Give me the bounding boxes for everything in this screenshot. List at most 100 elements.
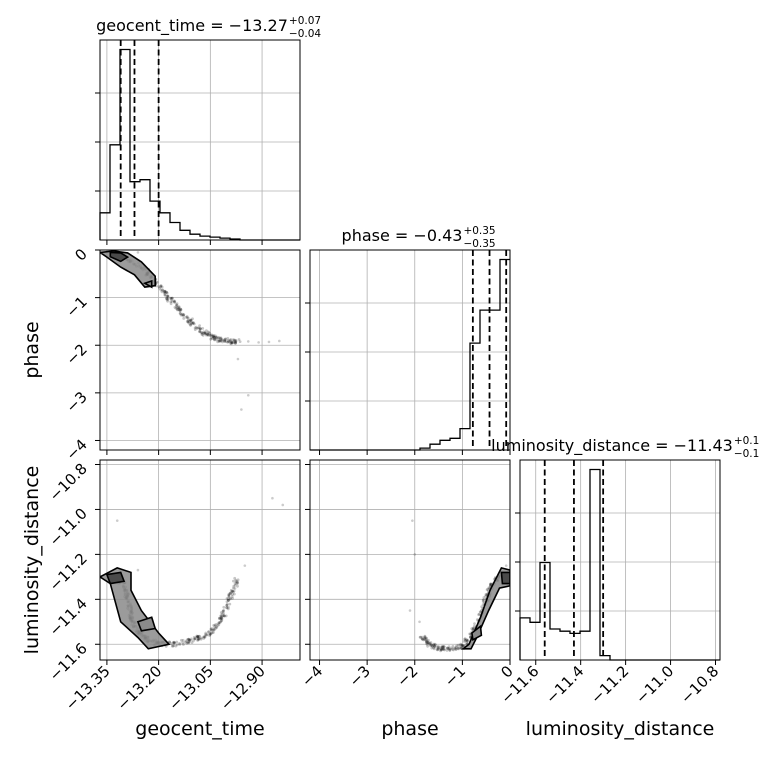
contour-fill-inner: [501, 572, 510, 584]
y-tick-label: 0: [71, 245, 90, 264]
sample-point: [162, 291, 166, 295]
sample-point: [179, 313, 183, 317]
sample-point: [226, 339, 230, 342]
sample-point: [198, 330, 202, 334]
sample-point: [212, 335, 216, 339]
sample-point: [193, 637, 197, 641]
sample-point: [418, 635, 422, 639]
contour-line-outer: [460, 566, 510, 650]
sample-point: [440, 648, 443, 652]
sample-point: [461, 644, 464, 647]
sample-point: [229, 596, 232, 600]
sample-point: [238, 340, 242, 343]
sample-point: [212, 624, 216, 627]
title-upper-geocent_time: +0.07: [289, 15, 321, 27]
sample-point: [191, 317, 194, 321]
sample-point: [189, 319, 193, 323]
sample-point: [197, 637, 201, 641]
sample-point: [471, 628, 475, 631]
sample-point: [187, 641, 191, 644]
sample-point: [257, 341, 260, 344]
sample-point: [203, 331, 206, 335]
sample-point: [212, 335, 216, 339]
sample-point: [163, 289, 167, 293]
contour-fill-inner: [106, 572, 125, 584]
sample-point: [189, 319, 192, 322]
sample-point: [454, 648, 458, 651]
sample-point: [234, 339, 238, 343]
sample-point: [169, 642, 173, 645]
sample-point: [186, 316, 190, 320]
sample-point: [206, 334, 210, 337]
sample-point: [200, 331, 204, 334]
sample-point: [220, 612, 224, 616]
sample-point: [425, 642, 429, 646]
y-tick-label: −11.0: [46, 505, 91, 550]
sample-point: [186, 638, 189, 641]
sample-point: [425, 639, 429, 643]
sample-point: [188, 638, 192, 642]
sample-point: [187, 321, 191, 325]
sample-point: [159, 288, 163, 292]
sample-point: [195, 635, 199, 639]
sample-point: [214, 334, 217, 338]
sample-point: [230, 341, 234, 344]
sample-point: [222, 609, 226, 612]
sample-point: [219, 337, 223, 341]
sample-point: [216, 340, 220, 344]
sample-point: [460, 643, 463, 647]
sample-point: [210, 628, 214, 632]
sample-point: [439, 648, 443, 651]
x-tick-label: −11.4: [542, 662, 587, 707]
x-tick-label: −13.05: [165, 662, 217, 714]
sample-point: [186, 316, 189, 319]
sample-point: [180, 313, 184, 317]
sample-point: [181, 641, 185, 645]
sample-point: [237, 338, 241, 341]
panel-frame: [99, 459, 301, 661]
sample-point: [199, 327, 202, 331]
sample-point: [234, 341, 237, 345]
sample-point: [432, 647, 436, 651]
sample-point: [227, 594, 231, 598]
sample-point: [190, 641, 194, 644]
sample-point: [192, 635, 196, 639]
sample-point: [200, 333, 204, 336]
sample-point: [425, 636, 429, 640]
sample-point: [203, 634, 207, 638]
sample-point: [166, 297, 170, 300]
sample-point: [209, 632, 213, 636]
sample-point: [236, 580, 240, 584]
sample-point: [471, 626, 475, 630]
sample-point: [246, 393, 250, 397]
sample-point: [446, 646, 449, 650]
sample-point: [459, 646, 463, 650]
sample-point: [176, 308, 179, 312]
sample-point: [212, 631, 215, 634]
sample-point: [213, 335, 217, 339]
sample-point: [430, 643, 433, 647]
sample-point: [136, 568, 140, 572]
sample-point: [210, 631, 214, 635]
sample-point: [206, 332, 210, 336]
sample-point: [420, 637, 424, 641]
sample-point: [441, 647, 445, 651]
sample-point: [169, 296, 173, 300]
sample-point: [223, 340, 227, 343]
sample-point: [233, 592, 236, 596]
sample-point: [211, 335, 215, 338]
sample-point: [432, 642, 436, 646]
sample-point: [186, 320, 190, 324]
contour-line-outer: [100, 567, 171, 650]
sample-point: [230, 590, 234, 594]
x-tick-label: −13.20: [113, 662, 165, 714]
sample-point: [463, 637, 467, 641]
sample-point: [222, 614, 226, 617]
sample-point: [225, 340, 228, 344]
sample-point: [441, 646, 444, 650]
sample-point: [187, 638, 191, 641]
sample-point: [225, 604, 229, 607]
sample-point: [233, 583, 237, 587]
x-tick-label: −2: [393, 662, 421, 690]
sample-point: [212, 628, 216, 632]
